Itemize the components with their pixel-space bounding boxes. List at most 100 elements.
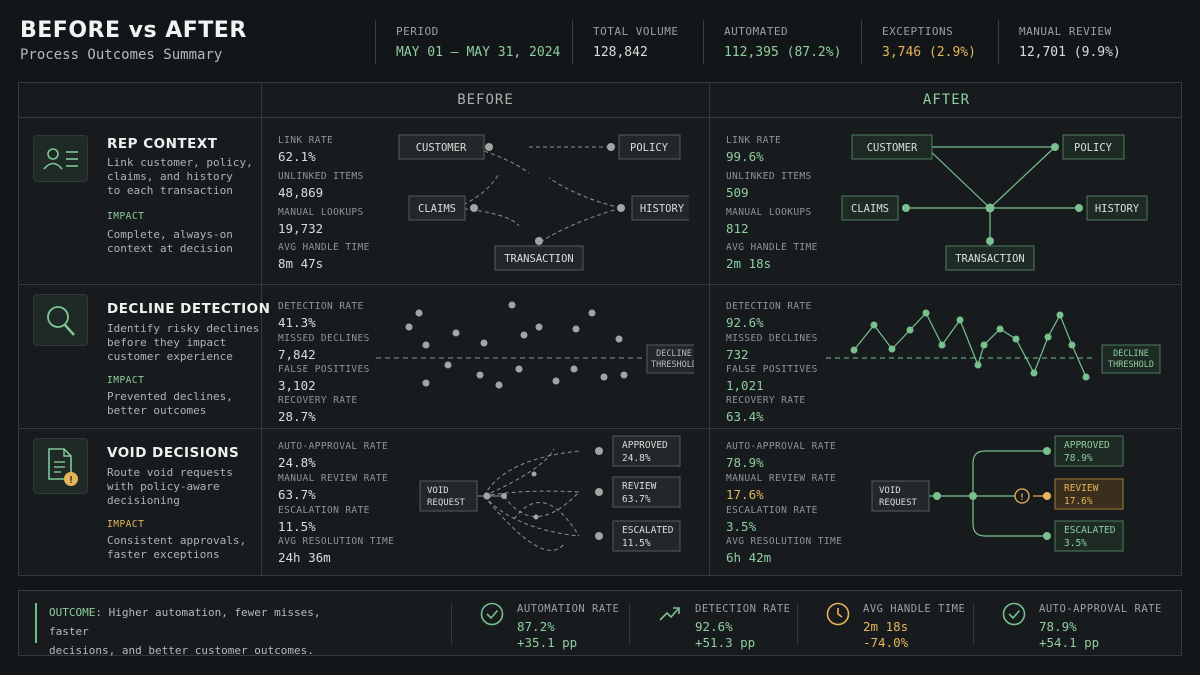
kpi-label: PERIOD: [396, 25, 439, 38]
node-label: HISTORY: [1095, 203, 1140, 215]
scatter-point: [476, 371, 484, 379]
node-label: CUSTOMER: [867, 142, 918, 154]
line-point: [980, 341, 988, 349]
node-transaction: [494, 245, 584, 271]
node-transaction: [945, 245, 1035, 271]
footer-stat-handle-time: AVG HANDLE TIME 2m 18s -74.0%: [797, 591, 973, 657]
scatter-point: [415, 309, 423, 317]
line-point: [1068, 341, 1076, 349]
node-label: CLAIMS: [851, 203, 889, 215]
row-void-decisions: ! VOID DECISIONS Route void requests with…: [19, 429, 1183, 577]
impact-label: IMPACT: [107, 375, 145, 386]
svg-text:REVIEW: REVIEW: [622, 481, 657, 492]
node-claims: [841, 195, 899, 221]
outcome-label: OUTCOME:: [49, 606, 102, 619]
kpi-label: EXCEPTIONS: [882, 25, 954, 38]
threshold-label: DECLINE: [656, 349, 692, 359]
impact-label: IMPACT: [107, 211, 145, 222]
approved-node: [1054, 435, 1124, 467]
footer-stat-automation: AUTOMATION RATE 87.2% +35.1 pp: [451, 591, 629, 657]
scatter-point: [572, 325, 580, 333]
user-list-icon: [33, 135, 88, 182]
kpi-value: 112,395 (87.2%): [724, 45, 842, 60]
line-point: [922, 309, 930, 317]
impact-description: Complete, always-on context at decision: [107, 228, 233, 255]
line-point: [956, 316, 964, 324]
node-dot: [485, 143, 493, 151]
row-title: REP CONTEXT: [107, 136, 218, 152]
impact-description: Consistent approvals, faster exceptions: [107, 534, 247, 561]
kpi-bar: PERIOD MAY 01 – MAY 31, 2024 TOTAL VOLUM…: [375, 20, 1168, 64]
threshold-label-box: [646, 344, 694, 374]
line-point: [906, 326, 914, 334]
line-point: [1030, 369, 1038, 377]
escalated-node: [612, 520, 681, 552]
row-description: Link customer, policy, claims, and histor…: [107, 156, 253, 197]
kpi-value: MAY 01 – MAY 31, 2024: [396, 45, 561, 60]
footer-stat-detection: DETECTION RATE 92.6% +51.3 pp: [629, 591, 797, 657]
line-point: [870, 321, 878, 329]
kpi-label: TOTAL VOLUME: [593, 25, 679, 38]
kpi-automated: AUTOMATED 112,395 (87.2%): [703, 20, 861, 64]
before-metric: MISSED DECLINES 7,842: [278, 333, 370, 362]
clock-icon: [826, 602, 850, 626]
kpi-manual-review: MANUAL REVIEW 12,701 (9.9%): [998, 20, 1168, 64]
row-description: Route void requests with policy-aware deci…: [107, 466, 233, 507]
node-dot: [617, 204, 625, 212]
node-label: HISTORY: [640, 203, 685, 215]
before-routing-diagram: VOID REQUEST APPROVED 24.8% REVIEW 63.7%…: [419, 435, 681, 552]
line-point: [1012, 335, 1020, 343]
after-metric: FALSE POSITIVES 1,021: [726, 364, 818, 393]
line-point: [1082, 373, 1090, 381]
after-routing-diagram: ! VOID REQUEST APPROVED 78.9% REVIEW 17.…: [871, 435, 1124, 552]
comparison-grid: BEFORE AFTER REP CONTEXT Link customer, …: [18, 82, 1182, 576]
scatter-point: [620, 371, 628, 379]
scatter-point: [422, 379, 430, 387]
threshold-label: DECLINE: [1113, 349, 1149, 359]
trend-up-icon: [659, 607, 680, 621]
scatter-point: [405, 323, 413, 331]
line-point: [1044, 333, 1052, 341]
after-line-plot: DECLINE THRESHOLD: [826, 309, 1161, 381]
scatter-point: [444, 361, 452, 369]
node-label: TRANSACTION: [955, 253, 1025, 265]
scatter-point: [452, 329, 460, 337]
node-label: POLICY: [630, 142, 669, 154]
row-title: DECLINE DETECTION: [107, 301, 271, 317]
void-request-node: [871, 480, 930, 512]
node-label: POLICY: [1074, 142, 1113, 154]
column-header-before: BEFORE: [457, 92, 514, 108]
svg-text:APPROVED: APPROVED: [622, 440, 668, 451]
after-metric: ESCALATION RATE 3.5%: [726, 505, 818, 534]
kpi-period: PERIOD MAY 01 – MAY 31, 2024: [375, 20, 572, 64]
node-dot: [607, 143, 615, 151]
scatter-point: [588, 309, 596, 317]
before-metric: AUTO-APPROVAL RATE 24.8%: [278, 441, 389, 470]
node-label: CUSTOMER: [416, 142, 467, 154]
before-metric: AVG HANDLE TIME 8m 47s: [278, 242, 370, 271]
row-decline-detection: DECLINE DETECTION Identify risky decline…: [19, 285, 1183, 428]
svg-text:78.9%: 78.9%: [1064, 453, 1093, 464]
alert-icon: [1014, 488, 1030, 504]
outcome-footer: OUTCOME: Higher automation, fewer misses…: [18, 590, 1182, 657]
svg-text:ESCALATED: ESCALATED: [1064, 525, 1116, 536]
line-point: [996, 325, 1004, 333]
node-dot: [470, 204, 478, 212]
after-metric: UNLINKED ITEMS 509: [726, 171, 812, 200]
before-metric: DETECTION RATE 41.3%: [278, 301, 364, 330]
after-metric: AVG RESOLUTION TIME 6h 42m: [726, 536, 843, 565]
after-metric: DETECTION RATE 92.6%: [726, 301, 812, 330]
before-metric: MANUAL LOOKUPS 19,732: [278, 207, 364, 236]
svg-text:REQUEST: REQUEST: [427, 498, 466, 508]
kpi-label: MANUAL REVIEW: [1019, 25, 1112, 38]
svg-text:!: !: [1019, 493, 1024, 503]
before-scatter: DECLINE THRESHOLD: [376, 301, 694, 389]
after-metric: MANUAL LOOKUPS 812: [726, 207, 812, 236]
svg-text:24.8%: 24.8%: [622, 453, 651, 464]
kpi-label: AUTOMATED: [724, 25, 789, 38]
node-history: [631, 195, 689, 221]
svg-text:3.5%: 3.5%: [1064, 538, 1087, 549]
scatter-point: [615, 335, 623, 343]
row-title: VOID DECISIONS: [107, 445, 240, 461]
threshold-label-box: [1101, 344, 1161, 374]
